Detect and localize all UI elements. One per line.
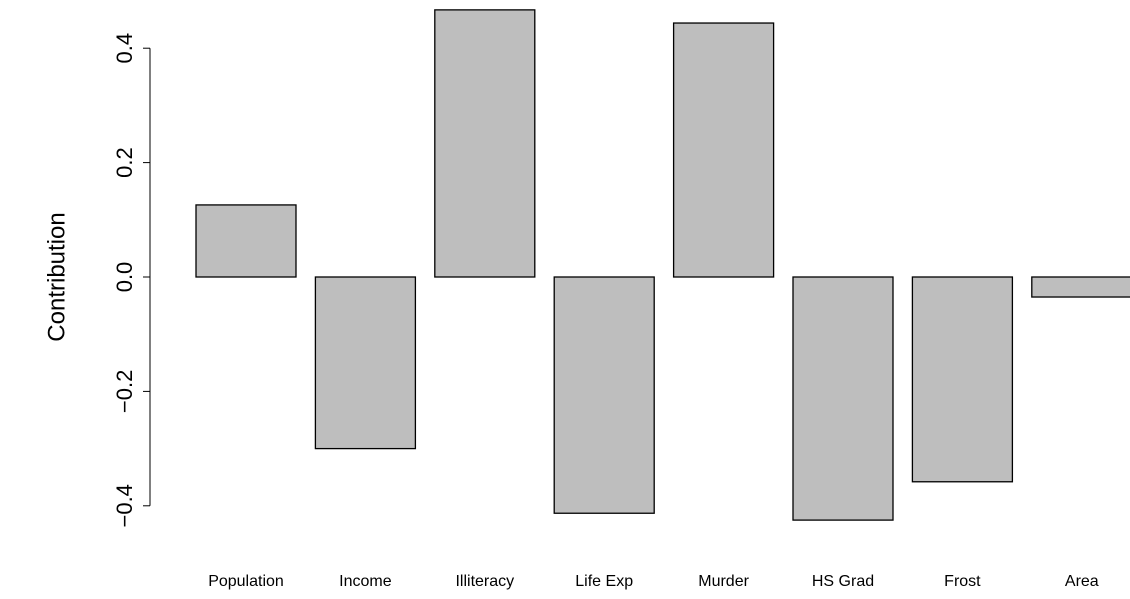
bar [911, 276, 1014, 483]
x-tick-label: Life Exp [575, 573, 633, 590]
x-tick-label: Illiteracy [455, 573, 514, 590]
y-tick-label: 0.4 [112, 33, 137, 64]
bar [1031, 276, 1130, 298]
bar [434, 9, 536, 278]
bar [314, 276, 417, 450]
x-tick-label: Frost [944, 573, 981, 590]
x-tick-label: Area [1065, 573, 1099, 590]
x-tick-label: Income [339, 573, 392, 590]
bar [792, 276, 894, 521]
x-tick-label: Population [208, 573, 284, 590]
x-tick-label: Murder [698, 573, 749, 590]
y-axis-label: Contribution [43, 212, 70, 341]
bar [672, 22, 775, 278]
x-tick-label: HS Grad [812, 573, 874, 590]
y-tick-label: 0.0 [112, 262, 137, 293]
bar [195, 204, 297, 278]
y-tick-label: 0.2 [112, 147, 137, 178]
y-tick-label: −0.4 [112, 484, 137, 527]
bar [553, 276, 655, 514]
y-tick-label: −0.2 [112, 370, 137, 413]
